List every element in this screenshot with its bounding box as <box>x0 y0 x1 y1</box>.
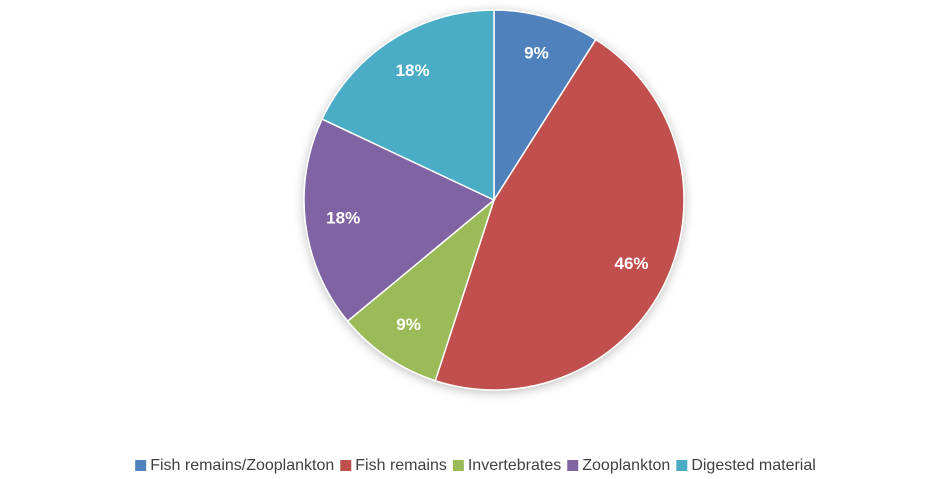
pie-slice <box>493 9 597 203</box>
legend-label: Fish remains <box>355 457 447 474</box>
data-label: 18% <box>396 61 430 80</box>
data-label: 9% <box>396 315 421 334</box>
data-label: 9% <box>524 44 549 63</box>
pie-slice <box>303 118 496 323</box>
legend-swatch <box>340 460 352 471</box>
data-label: 18% <box>326 209 360 228</box>
legend-swatch <box>135 460 147 471</box>
data-labels: 9% 46% 9% 18% 18% <box>326 44 648 335</box>
legend-label: Zooplankton <box>582 457 670 474</box>
legend-swatch <box>567 460 579 471</box>
pie-slice <box>346 197 496 382</box>
legend-swatch <box>676 460 688 471</box>
legend-label: Digested material <box>691 457 816 474</box>
legend-swatch <box>452 460 464 471</box>
legend: Fish remains/Zooplankton Fish remains Inve… <box>135 457 816 474</box>
pie <box>303 9 685 391</box>
pie-slice <box>434 38 685 391</box>
legend-label: Invertebrates <box>468 457 561 474</box>
legend-label: Fish remains/Zooplankton <box>150 457 334 474</box>
data-label: 46% <box>615 254 649 273</box>
pie-slice <box>321 9 495 202</box>
